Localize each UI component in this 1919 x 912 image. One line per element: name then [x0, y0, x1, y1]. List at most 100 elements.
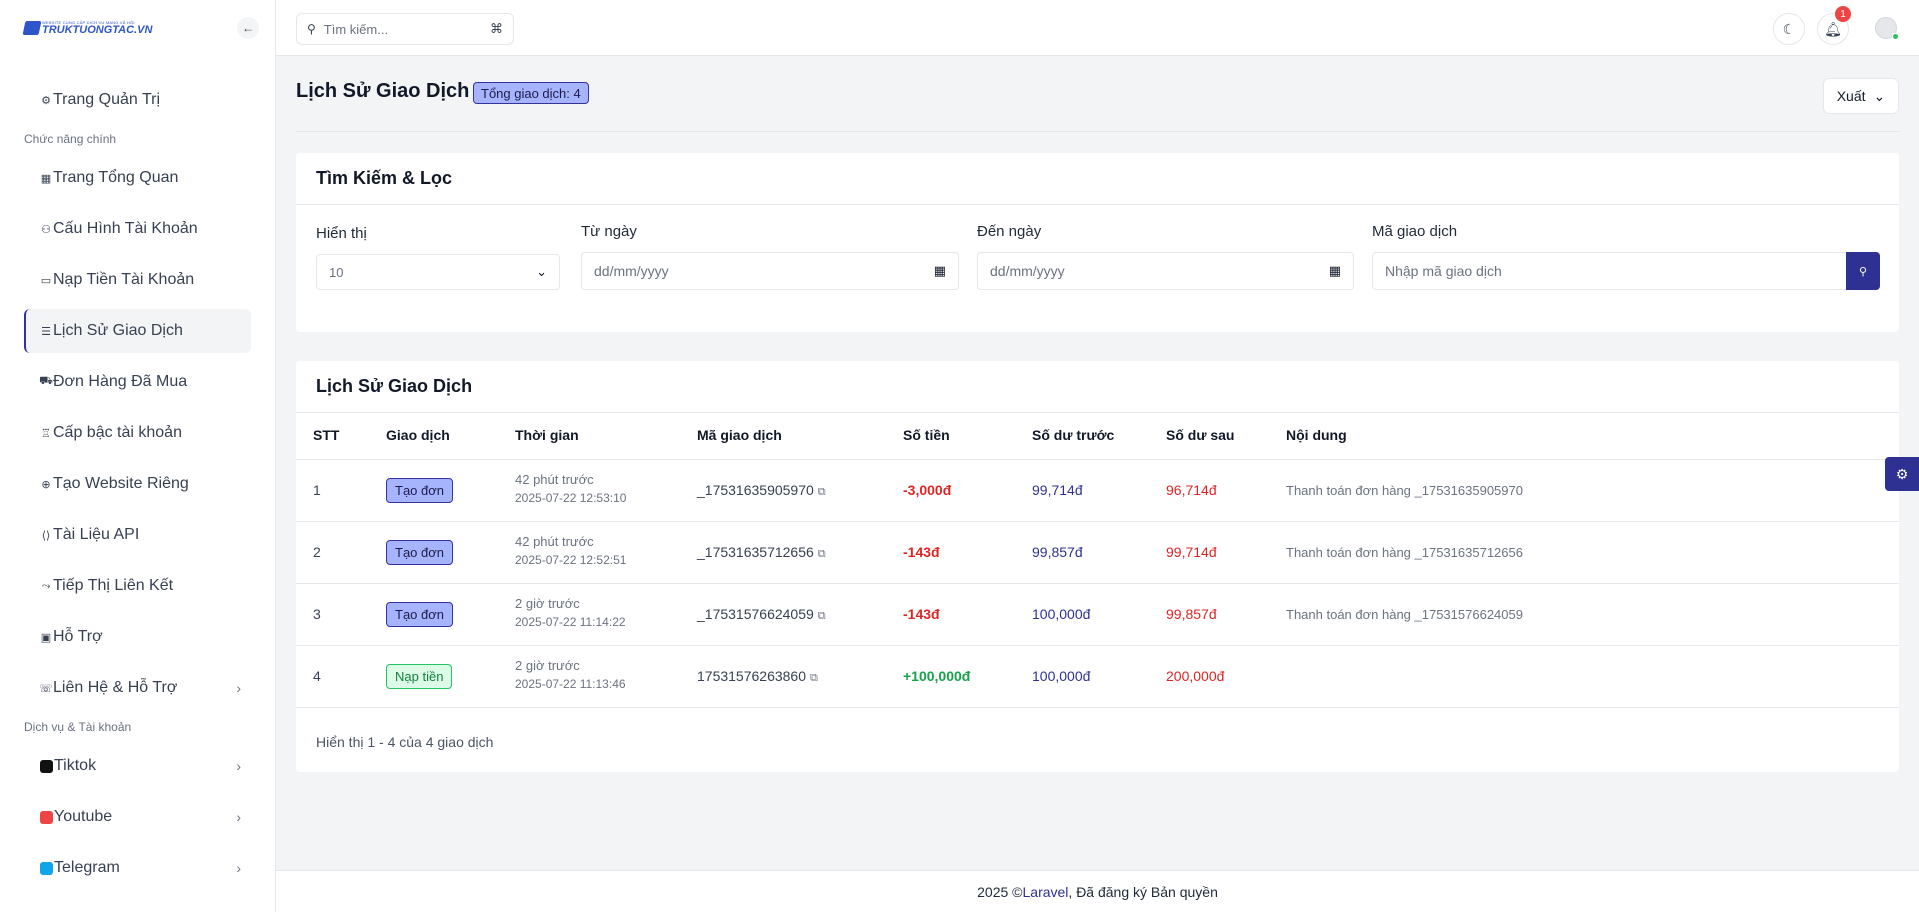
- transaction-code: _17531576624059 ⧉: [697, 606, 826, 623]
- sidebar-item-admin[interactable]: ⚙ Trang Quản Trị: [24, 78, 251, 122]
- sidebar-service-label: Telegram: [54, 859, 120, 876]
- transaction-code: _17531635905970 ⧉: [697, 482, 826, 499]
- logo-mark-icon: [22, 21, 42, 35]
- sidebar-item-7[interactable]: ⟨⟩ Tài Liệu API: [24, 513, 251, 557]
- sidebar-item-1[interactable]: ⚇ Cấu Hình Tài Khoản: [24, 207, 251, 251]
- page-footer: 2025 © Laravel , Đã đăng ký Bản quyền: [276, 870, 1919, 912]
- avatar[interactable]: [1875, 17, 1899, 40]
- api-icon: ⟨⟩: [41, 529, 51, 542]
- settings-float-button[interactable]: ⚙: [1885, 457, 1919, 491]
- transaction-code-label: Mã giao dịch: [1372, 223, 1458, 240]
- amount: -3,000đ: [903, 482, 952, 498]
- column-header: Giao dịch: [386, 427, 450, 443]
- to-date-label: Đến ngày: [977, 223, 1042, 240]
- sidebar-item-label: Trang Quản Trị: [53, 91, 161, 108]
- page-header: Lịch Sử Giao Dịch Tổng giao dịch: 4 Xuất…: [296, 78, 1899, 132]
- collapse-sidebar-button[interactable]: ←: [237, 17, 259, 39]
- chevron-right-icon: ›: [236, 860, 241, 876]
- chevron-right-icon: ›: [236, 758, 241, 774]
- notification-count-badge: 1: [1835, 6, 1851, 22]
- transaction-code-input[interactable]: Nhập mã giao dịch: [1372, 252, 1847, 290]
- transaction-type-badge: Nạp tiền: [386, 664, 453, 689]
- section-main-heading: Chức năng chính: [24, 132, 117, 146]
- list-icon: ☰: [41, 325, 51, 338]
- theme-toggle-button[interactable]: ☾: [1773, 13, 1805, 45]
- calendar-icon[interactable]: ▦: [1328, 263, 1341, 278]
- topbar: ⚲ Tìm kiếm... ⌘ ☾ 🔔︎ 1: [276, 0, 1919, 56]
- sidebar-service-label: Canva: [54, 910, 100, 912]
- sidebar-item-label: Nạp Tiền Tài Khoản: [53, 271, 195, 288]
- sidebar-item-label: Cấu Hình Tài Khoản: [53, 220, 198, 237]
- sidebar-item-2[interactable]: ▭ Nạp Tiền Tài Khoản: [24, 258, 251, 302]
- balance-after: 200,000đ: [1166, 668, 1225, 684]
- copy-icon[interactable]: ⧉: [817, 610, 826, 622]
- filter-card-title: Tìm Kiếm & Lọc: [296, 153, 1899, 205]
- time-absolute: 2025-07-22 11:14:22: [515, 615, 626, 629]
- brand-logo[interactable]: WEBSITE CUNG CẤP DỊCH VỤ MẠNG XÃ HỘI TRU…: [22, 19, 152, 36]
- medal-icon: ♖: [41, 427, 51, 440]
- online-status-dot: [1892, 33, 1899, 40]
- copy-icon[interactable]: ⧉: [810, 672, 818, 684]
- search-icon: ⚲: [307, 22, 316, 36]
- from-date-input[interactable]: dd/mm/yyyy ▦: [581, 252, 959, 290]
- sidebar-service-0[interactable]: Tiktok ›: [24, 744, 251, 788]
- sidebar-item-10[interactable]: ☏ Liên Hệ & Hỗ Trợ ›: [24, 666, 251, 710]
- transaction-code-text: 17531576263860: [697, 668, 807, 684]
- sidebar-services-list: Tiktok › Youtube › Telegram › Canva›: [0, 744, 275, 912]
- card-icon: ▭: [40, 274, 52, 287]
- copy-icon[interactable]: ⧉: [817, 486, 826, 498]
- transaction-description: Thanh toán đơn hàng _17531635712656: [1286, 545, 1523, 560]
- row-index: 3: [313, 606, 321, 622]
- sidebar-service-3[interactable]: Canva›: [24, 897, 251, 912]
- transaction-code-text: _17531635905970: [697, 482, 814, 498]
- balance-before: 100,000đ: [1032, 668, 1091, 684]
- row-index: 2: [313, 544, 321, 560]
- transaction-code: _17531635712656 ⧉: [697, 544, 826, 561]
- sidebar-item-4[interactable]: ⛟ Đơn Hàng Đã Mua: [24, 360, 251, 404]
- from-date-label: Từ ngày: [581, 223, 637, 240]
- sidebar-item-8[interactable]: ⤳ Tiếp Thị Liên Kết: [24, 564, 251, 608]
- user-settings-icon: ⚇: [41, 223, 51, 236]
- sidebar-item-5[interactable]: ♖ Cấp bậc tài khoản: [24, 411, 251, 455]
- logo-tagline: WEBSITE CUNG CẤP DỊCH VỤ MẠNG XÃ HỘI: [42, 19, 135, 25]
- column-header: Thời gian: [515, 427, 579, 443]
- sidebar-item-label: Cấp bậc tài khoản: [53, 424, 182, 441]
- contact-icon: ☏: [39, 682, 53, 695]
- table-header: STT Giao dịch Thời gian Mã giao dịch Số tiền…: [296, 413, 1899, 460]
- admin-gear-icon: ⚙: [41, 94, 51, 107]
- to-date-input[interactable]: dd/mm/yyyy ▦: [977, 252, 1354, 290]
- sidebar-item-label: Tài Liệu API: [53, 526, 140, 543]
- footer-link[interactable]: Laravel: [1022, 883, 1069, 900]
- amount: +100,000đ: [903, 668, 971, 684]
- sidebar-item-3[interactable]: ☰ Lịch Sử Giao Dịch: [24, 309, 251, 353]
- time-relative: 42 phút trước: [515, 472, 594, 487]
- sidebar-item-6[interactable]: ⊕ Tạo Website Riêng: [24, 462, 251, 506]
- time-absolute: 2025-07-22 12:52:51: [515, 553, 627, 567]
- calendar-icon[interactable]: ▦: [933, 263, 946, 278]
- row-index: 1: [313, 482, 321, 498]
- transaction-code-text: _17531635712656: [697, 544, 814, 560]
- sidebar-item-0[interactable]: ▦ Trang Tổng Quan: [24, 156, 251, 200]
- filter-search-button[interactable]: ⚲: [1846, 252, 1880, 290]
- ticket-icon: ▣: [40, 631, 52, 644]
- copy-icon[interactable]: ⧉: [817, 548, 826, 560]
- chevron-right-icon: ›: [236, 680, 241, 696]
- from-date-placeholder: dd/mm/yyyy: [594, 263, 669, 279]
- table-row: 2 Tạo đơn 42 phút trước 2025-07-22 12:52:51…: [296, 522, 1899, 584]
- sidebar-service-1[interactable]: Youtube ›: [24, 795, 251, 839]
- sidebar-service-2[interactable]: Telegram ›: [24, 846, 251, 890]
- sidebar-item-label: Tiếp Thị Liên Kết: [53, 577, 174, 594]
- notifications-button[interactable]: 🔔︎ 1: [1817, 6, 1851, 45]
- balance-after: 99,714đ: [1166, 544, 1217, 560]
- amount: -143đ: [903, 606, 940, 622]
- sidebar-item-9[interactable]: ▣ Hỗ Trợ: [24, 615, 251, 659]
- export-dropdown-button[interactable]: Xuất ⌄: [1823, 78, 1899, 114]
- global-search-input[interactable]: ⚲ Tìm kiếm... ⌘: [296, 13, 514, 45]
- sidebar: WEBSITE CUNG CẤP DỊCH VỤ MẠNG XÃ HỘI TRU…: [0, 0, 276, 912]
- command-key-icon: ⌘: [490, 21, 503, 36]
- bell-icon: 🔔︎: [1824, 20, 1842, 37]
- time-relative: 2 giờ trước: [515, 596, 580, 611]
- export-label: Xuất: [1836, 88, 1866, 104]
- show-count-select[interactable]: 10 ⌄: [316, 254, 560, 290]
- service-logo-icon: [40, 861, 53, 875]
